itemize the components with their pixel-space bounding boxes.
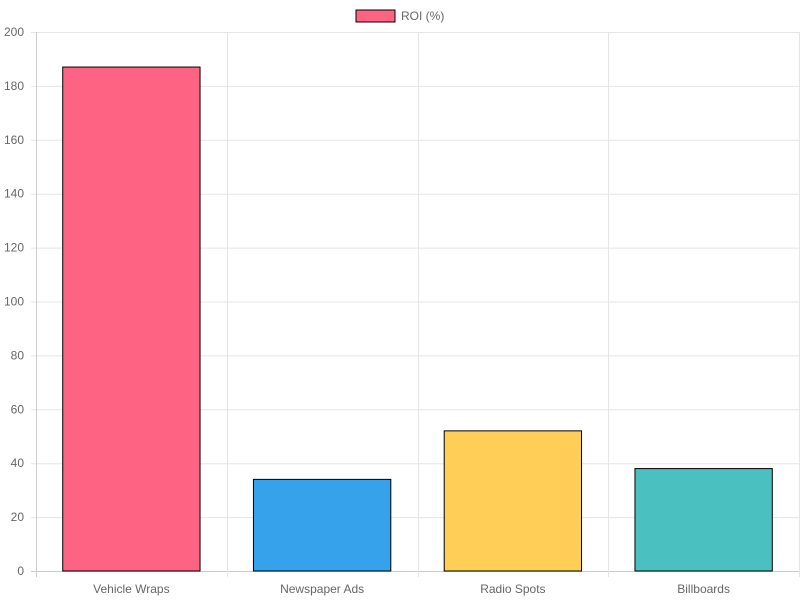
y-tick-label: 0	[17, 564, 24, 578]
bar[interactable]	[634, 468, 773, 572]
y-tick-label: 80	[11, 348, 25, 362]
y-tick-label: 160	[4, 133, 24, 147]
bar[interactable]	[443, 430, 583, 572]
bar[interactable]	[252, 478, 392, 572]
y-axis-ticks: 0 20 40 60 80 100 120 140 160 180 200	[4, 25, 24, 578]
y-tick-label: 200	[4, 25, 24, 39]
y-tick-label: 40	[11, 456, 25, 470]
bars	[62, 66, 773, 572]
y-tick-label: 100	[4, 295, 24, 309]
y-tick-label: 180	[4, 79, 24, 93]
x-tick-label: Vehicle Wraps	[93, 582, 169, 596]
x-axis-ticks: Vehicle Wraps Newspaper Ads Radio Spots Bil…	[93, 582, 730, 596]
y-tick-label: 60	[11, 402, 25, 416]
y-tick-label: 20	[11, 510, 25, 524]
x-tick-label: Billboards	[677, 582, 730, 596]
y-tick-label: 120	[4, 241, 24, 255]
x-tick-label: Radio Spots	[480, 582, 545, 596]
legend-swatch[interactable]	[355, 9, 396, 23]
x-tick-label: Newspaper Ads	[280, 582, 364, 596]
bar[interactable]	[62, 66, 201, 572]
y-tick-label: 140	[4, 187, 24, 201]
legend[interactable]: ROI (%)	[355, 9, 444, 23]
legend-label[interactable]: ROI (%)	[401, 9, 444, 23]
